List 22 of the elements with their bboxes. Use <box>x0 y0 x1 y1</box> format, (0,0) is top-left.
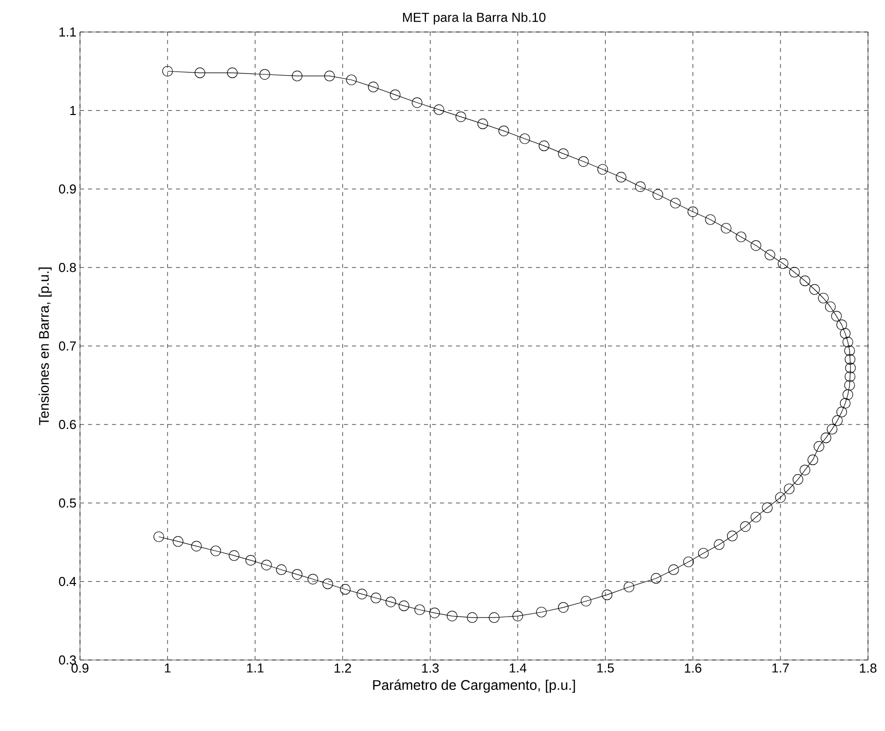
x-tick-label: 0.9 <box>72 664 88 673</box>
x-tick-label: 1.5 <box>597 664 614 673</box>
x-axis-title: Parámetro de Cargamento, [p.u.] <box>373 680 575 693</box>
x-tick-label: 1.7 <box>772 664 789 672</box>
x-tick-label: 1.8 <box>860 664 876 673</box>
y-tick-label: 0.7 <box>58 341 76 351</box>
y-tick-label: 0.9 <box>58 184 76 194</box>
y-axis-title: Tensiones en Barra, [p.u.] <box>38 268 52 426</box>
x-tick-label: 1.4 <box>510 664 526 672</box>
y-tick-label: 0.4 <box>58 576 76 586</box>
x-tick-label: 1.1 <box>247 664 264 672</box>
y-tick-label: 1 <box>70 106 76 115</box>
y-tick-label: 0.6 <box>58 420 76 430</box>
y-tick-label: 0.5 <box>58 498 76 508</box>
x-tick-label: 1 <box>164 664 171 672</box>
y-tick-label: 0.3 <box>58 655 76 665</box>
x-tick-label: 1.2 <box>334 664 352 673</box>
y-tick-label: 1.1 <box>59 28 76 36</box>
chart-title: MET para la Barra Nb.10 <box>403 12 546 25</box>
x-tick-label: 1.6 <box>684 664 702 673</box>
y-tick-label: 0.8 <box>58 262 76 272</box>
x-tick-label: 1.3 <box>422 664 439 673</box>
